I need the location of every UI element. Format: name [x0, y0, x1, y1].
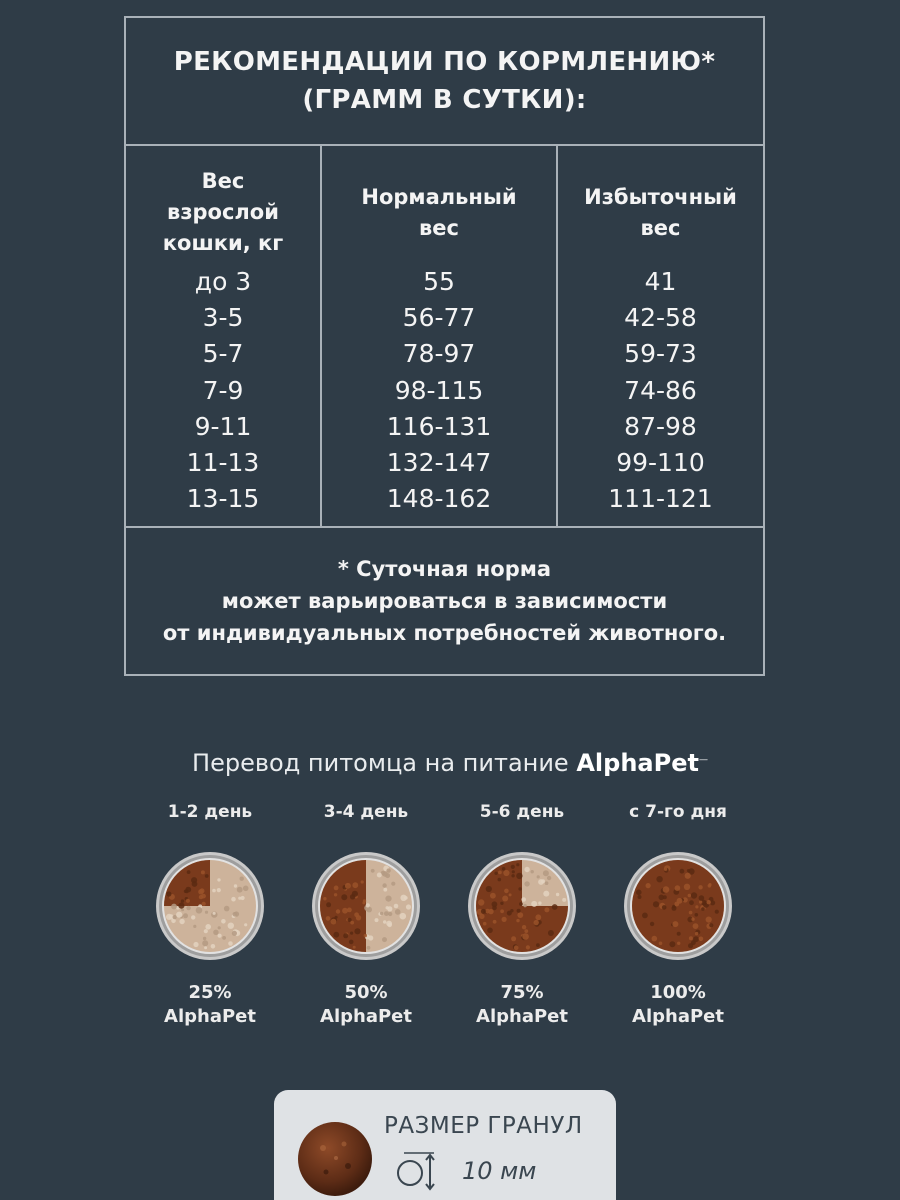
brand-name: AlphaPet	[576, 749, 699, 777]
feeding-table: РЕКОМЕНДАЦИИ ПО КОРМЛЕНИЮ* (ГРАММ В СУТК…	[124, 16, 765, 676]
column-values-over-weight: 41 42-58 59-73 74-86 87-98 99-110 111-12…	[558, 264, 763, 517]
column-values-normal-weight: 55 56-77 78-97 98-115 116-131 132-147 14…	[322, 264, 556, 517]
transition-title-text: Перевод питомца на питание	[192, 749, 569, 777]
table-cell: 56-77	[402, 303, 476, 333]
step-brand: AlphaPet	[476, 1006, 568, 1027]
step-percent: 25%	[188, 982, 232, 1003]
table-cell: 9-11	[194, 411, 252, 441]
feeding-title: РЕКОМЕНДАЦИИ ПО КОРМЛЕНИЮ* (ГРАММ В СУТК…	[126, 18, 763, 146]
table-cell: 7-9	[202, 375, 244, 405]
granule-size-card: РАЗМЕР ГРАНУЛ 10 мм	[274, 1090, 616, 1200]
step-day-label: 3-4 день	[323, 802, 409, 822]
step-brand: AlphaPet	[164, 1006, 256, 1027]
table-cell: 87-98	[624, 411, 697, 441]
table-cell: 99-110	[616, 447, 705, 477]
granule-photo-icon	[298, 1122, 372, 1196]
table-cell: 98-115	[394, 375, 484, 405]
feeding-columns: Вес взрослой кошки, кг до 3 3-5 5-7 7-9 …	[126, 146, 763, 528]
step-percent: 100%	[650, 982, 706, 1003]
transition-title: Перевод питомца на питание AlphaPet—	[0, 740, 900, 783]
table-cell: 116-131	[386, 411, 492, 441]
granule-size-label: РАЗМЕР ГРАНУЛ	[384, 1113, 583, 1139]
feeding-note-line-1: * Суточная норма	[337, 557, 552, 581]
column-values-cat-weight: до 3 3-5 5-7 7-9 9-11 11-13 13-15	[126, 264, 320, 517]
food-bowl-icon	[468, 852, 576, 960]
table-cell: до 3	[194, 267, 252, 296]
column-header-cat-weight: Вес взрослой кошки, кг	[162, 169, 284, 255]
table-cell: 11-13	[186, 447, 260, 477]
step-percent: 75%	[500, 982, 544, 1003]
granule-size-value: 10 мм	[394, 1148, 536, 1194]
step-percent: 50%	[344, 982, 388, 1003]
transition-step-3: 5-6 день 75% AlphaPet	[442, 800, 602, 1029]
table-cell: 13-15	[186, 484, 260, 514]
brand-logo-text: AlphaPet—	[576, 749, 708, 777]
step-day-label: 5-6 день	[479, 802, 565, 822]
table-cell: 59-73	[624, 339, 697, 369]
step-brand: AlphaPet	[320, 1006, 412, 1027]
feeding-note-line-2: может варьироваться в зависимости	[221, 589, 668, 613]
step-brand: AlphaPet	[632, 1006, 724, 1027]
table-cell: 55	[423, 267, 455, 296]
column-normal-weight: Нормальный вес 55 56-77 78-97 98-115 116…	[322, 146, 558, 526]
food-bowl-icon	[156, 852, 264, 960]
feeding-title-line-2: (ГРАММ В СУТКИ):	[302, 85, 587, 115]
column-header-normal-weight: Нормальный вес	[361, 185, 517, 240]
food-bowl-icon	[624, 852, 732, 960]
column-header-over-weight: Избыточный вес	[584, 185, 737, 240]
column-over-weight: Избыточный вес 41 42-58 59-73 74-86 87-9…	[558, 146, 763, 526]
transition-step-1: 1-2 день 25% AlphaPet	[130, 800, 290, 1029]
table-cell: 132-147	[386, 447, 492, 477]
table-cell: 111-121	[608, 484, 713, 514]
transition-steps: 1-2 день 25% AlphaPet 3-4 день 50% Alpha…	[130, 800, 770, 1030]
table-cell: 41	[644, 267, 677, 296]
feeding-note-line-3: от индивидуальных потребностей животного…	[162, 621, 727, 645]
brand-mark: —	[698, 755, 708, 765]
transition-step-4: с 7-го дня 100% AlphaPet	[598, 800, 758, 1029]
table-cell: 78-97	[402, 339, 476, 369]
step-day-label: с 7-го дня	[629, 802, 727, 822]
feeding-title-line-1: РЕКОМЕНДАЦИИ ПО КОРМЛЕНИЮ*	[173, 47, 716, 77]
table-cell: 42-58	[624, 303, 697, 333]
feeding-note: * Суточная норма может варьироваться в з…	[126, 528, 763, 674]
table-cell: 3-5	[202, 303, 244, 333]
step-day-label: 1-2 день	[167, 802, 253, 822]
table-cell: 74-86	[624, 375, 697, 405]
column-cat-weight: Вес взрослой кошки, кг до 3 3-5 5-7 7-9 …	[126, 146, 322, 526]
table-cell: 5-7	[202, 339, 244, 369]
granule-diameter-icon	[397, 1152, 435, 1191]
food-bowl-icon	[312, 852, 420, 960]
granule-size-text: 10 мм	[462, 1157, 537, 1185]
transition-step-2: 3-4 день 50% AlphaPet	[286, 800, 446, 1029]
table-cell: 148-162	[386, 484, 492, 514]
